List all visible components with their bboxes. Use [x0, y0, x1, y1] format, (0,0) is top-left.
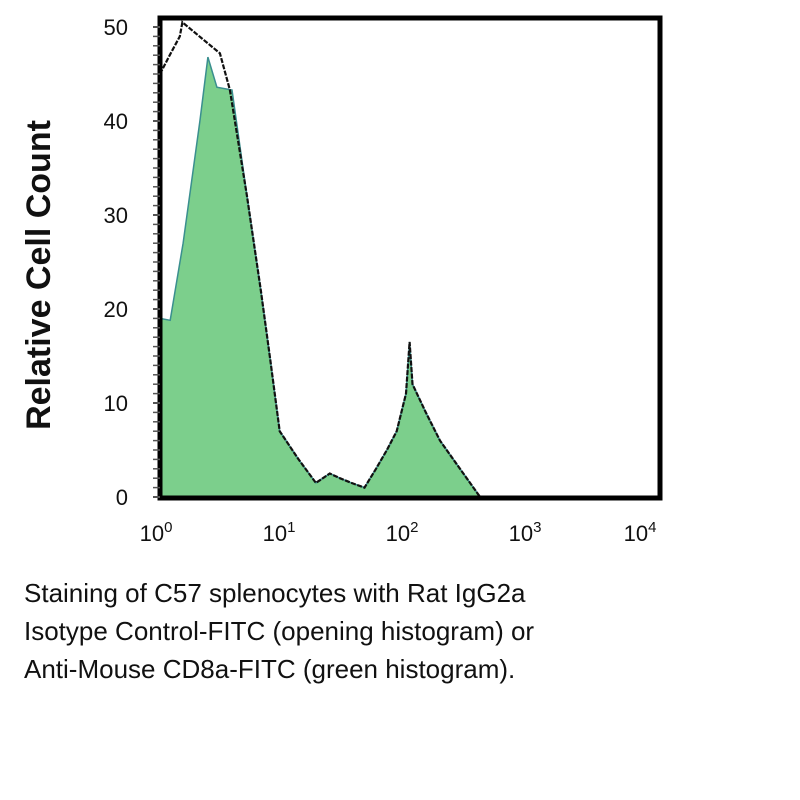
y-tick-label: 50 — [104, 15, 128, 40]
caption-line: Anti-Mouse CD8a-FITC (green histogram). — [24, 654, 516, 684]
x-tick-label: 102 — [386, 519, 419, 546]
y-tick-label: 40 — [104, 109, 128, 134]
plot-frame — [157, 15, 663, 501]
cd8a-histogram-area — [159, 56, 482, 498]
y-tick-label: 0 — [116, 485, 128, 510]
x-tick-label: 103 — [509, 519, 542, 546]
x-tick-label: 101 — [263, 519, 296, 546]
y-tick-label: 20 — [104, 297, 128, 322]
y-axis-label: Relative Cell Count — [20, 120, 58, 430]
isotype-histogram-line — [159, 20, 481, 498]
caption-line: Isotype Control-FITC (opening histogram)… — [24, 616, 535, 646]
x-tick-label: 100 — [140, 519, 173, 546]
x-tick-label: 104 — [624, 519, 657, 546]
figure-caption: Staining of C57 splenocytes with Rat IgG… — [24, 574, 784, 688]
y-tick-label: 10 — [104, 391, 128, 416]
y-tick-label: 30 — [104, 203, 128, 228]
caption-line: Staining of C57 splenocytes with Rat IgG… — [24, 578, 526, 608]
